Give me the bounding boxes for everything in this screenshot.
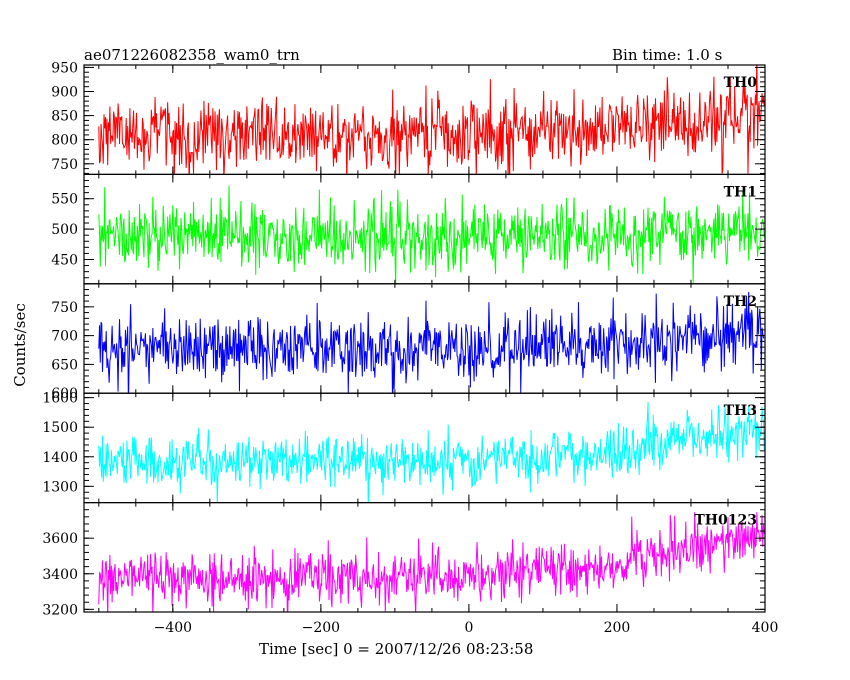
y-tick-label: 750	[51, 300, 78, 316]
y-tick-label: 1600	[42, 391, 78, 407]
series-line-th0	[98, 65, 765, 175]
series-line-th1	[98, 185, 765, 284]
panel-label-th0: TH0	[724, 75, 758, 91]
y-tick-label: 3600	[42, 531, 78, 547]
series-line-th2	[98, 291, 765, 394]
x-axis-label: Time [sec] 0 = 2007/12/26 08:23:58	[259, 640, 534, 658]
x-tick-label: −200	[302, 620, 340, 636]
y-tick-label: 1500	[42, 420, 78, 436]
panel-frame-th0123	[83, 502, 766, 613]
series-line-th3	[98, 401, 765, 503]
y-tick-label: 900	[51, 85, 78, 101]
series-line-th0123	[98, 512, 765, 613]
y-tick-label: 450	[51, 252, 78, 268]
panel-label-th0123: TH0123	[694, 513, 757, 529]
x-tick-label: 200	[604, 620, 631, 636]
y-tick-label: 700	[51, 329, 78, 345]
y-tick-label: 850	[51, 109, 78, 125]
y-tick-label: 3200	[42, 602, 78, 618]
y-tick-label: 800	[51, 133, 78, 149]
y-tick-label: 500	[51, 222, 78, 238]
x-tick-label: 0	[464, 620, 473, 636]
y-tick-label: 950	[51, 60, 78, 76]
y-tick-label: 1400	[42, 450, 78, 466]
y-tick-label: 550	[51, 192, 78, 208]
bin-time-label: Bin time: 1.0 s	[612, 46, 723, 64]
y-tick-label: 750	[51, 157, 78, 173]
plot-title: ae071226082358_wam0_trn	[84, 46, 300, 64]
y-tick-label: 650	[51, 357, 78, 373]
panel-label-th1: TH1	[724, 184, 757, 200]
x-tick-label: −400	[154, 620, 192, 636]
panel-label-th2: TH2	[724, 294, 757, 310]
x-tick-label: 400	[752, 620, 779, 636]
y-tick-label: 3400	[42, 567, 78, 583]
y-tick-label: 1300	[42, 479, 78, 495]
y-tick-label: 600	[51, 386, 78, 402]
panel-label-th3: TH3	[724, 403, 757, 419]
